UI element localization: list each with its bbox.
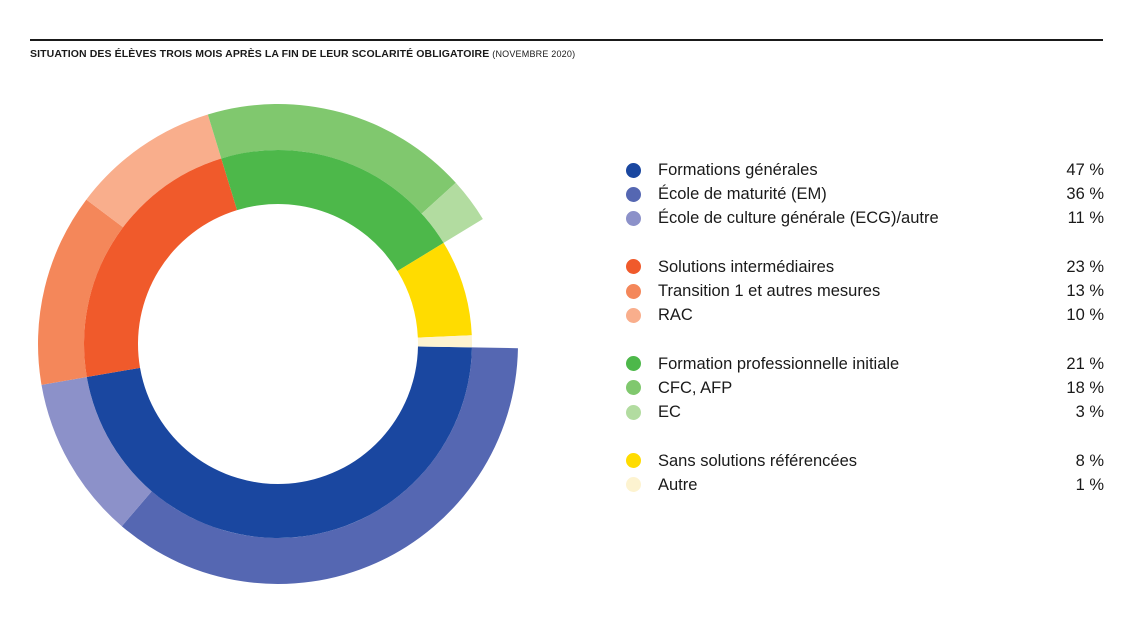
legend-item: RAC 10 % <box>626 303 1104 327</box>
legend-swatch <box>626 307 641 323</box>
donut-chart <box>37 104 518 585</box>
legend-item: École de maturité (EM) 36 % <box>626 182 1104 206</box>
chart-title-main: SITUATION DES ÉLÈVES TROIS MOIS APRÈS LA… <box>30 48 490 60</box>
legend-label: École de culture générale (ECG)/autre <box>658 209 939 228</box>
outer-slice-cfc-afp <box>207 104 456 214</box>
legend-item: EC 3 % <box>626 400 1104 424</box>
legend-item: CFC, AFP 18 % <box>626 376 1104 400</box>
legend-value: 10 % <box>1066 306 1104 325</box>
legend-swatch <box>626 259 641 275</box>
legend-label: Formation professionnelle initiale <box>658 354 900 373</box>
legend-item: Autre 1 % <box>626 473 1104 497</box>
chart-title: SITUATION DES ÉLÈVES TROIS MOIS APRÈS LA… <box>30 48 575 60</box>
legend-value: 21 % <box>1066 354 1104 373</box>
legend-value: 47 % <box>1066 161 1104 179</box>
inner-slice-solutions-intermediaires <box>84 158 238 378</box>
outer-slice-ec <box>421 182 483 243</box>
legend-label: Sans solutions référencées <box>658 451 858 470</box>
legend-item: Transition 1 et autres mesures 13 % <box>626 279 1104 303</box>
legend-swatch <box>626 404 641 420</box>
legend-label: Autre <box>658 475 698 494</box>
title-rule <box>30 39 1103 41</box>
legend-swatch <box>626 380 641 396</box>
legend-label: École de maturité (EM) <box>658 185 827 204</box>
inner-slice-autre <box>417 335 472 348</box>
legend-label: CFC, AFP <box>658 378 733 397</box>
legend-swatch <box>626 162 641 178</box>
legend-swatch <box>626 186 641 202</box>
legend-value: 8 % <box>1075 451 1104 470</box>
outer-slice-ecole-de-culture-generale-ecg-autre <box>41 377 152 527</box>
legend-item: Formations générales 47 % <box>626 158 1104 182</box>
legend-value: 36 % <box>1066 185 1104 204</box>
legend-item: Formation professionnelle initiale 21 % <box>626 352 1104 376</box>
legend-label: Formations générales <box>658 161 818 179</box>
legend-item: École de culture générale (ECG)/autre 11 … <box>626 206 1104 230</box>
legend-swatch <box>626 453 641 469</box>
inner-slice-sans-solutions-referencees <box>397 242 472 338</box>
legend-label: RAC <box>658 306 693 325</box>
legend-swatch <box>626 210 641 226</box>
legend-label: EC <box>658 403 681 422</box>
legend-value: 23 % <box>1066 257 1104 276</box>
legend-swatch <box>626 283 641 299</box>
legend-label: Transition 1 et autres mesures <box>658 282 881 301</box>
outer-slice-rac <box>86 114 222 228</box>
legend-swatch <box>626 477 641 493</box>
chart-title-sub: (NOVEMBRE 2020) <box>492 49 576 59</box>
legend-label: Solutions intermédiaires <box>658 257 835 276</box>
legend-item: Solutions intermédiaires 23 % <box>626 255 1104 279</box>
legend-item: Sans solutions référencées 8 % <box>626 449 1104 473</box>
legend-value: 18 % <box>1066 378 1104 397</box>
legend-value: 1 % <box>1075 475 1104 494</box>
chart-legend: Formations générales 47 % École de maturit… <box>626 158 1104 497</box>
outer-slice-ecole-de-maturite-em <box>121 347 518 585</box>
legend-value: 13 % <box>1066 282 1104 301</box>
legend-swatch <box>626 356 641 372</box>
legend-value: 11 % <box>1067 209 1104 228</box>
outer-slice-transition-1-et-autres-mesures <box>37 199 124 385</box>
inner-slice-formations-generales <box>86 346 472 538</box>
legend-value: 3 % <box>1075 403 1104 422</box>
inner-slice-formation-professionnelle-initiale <box>221 150 444 272</box>
